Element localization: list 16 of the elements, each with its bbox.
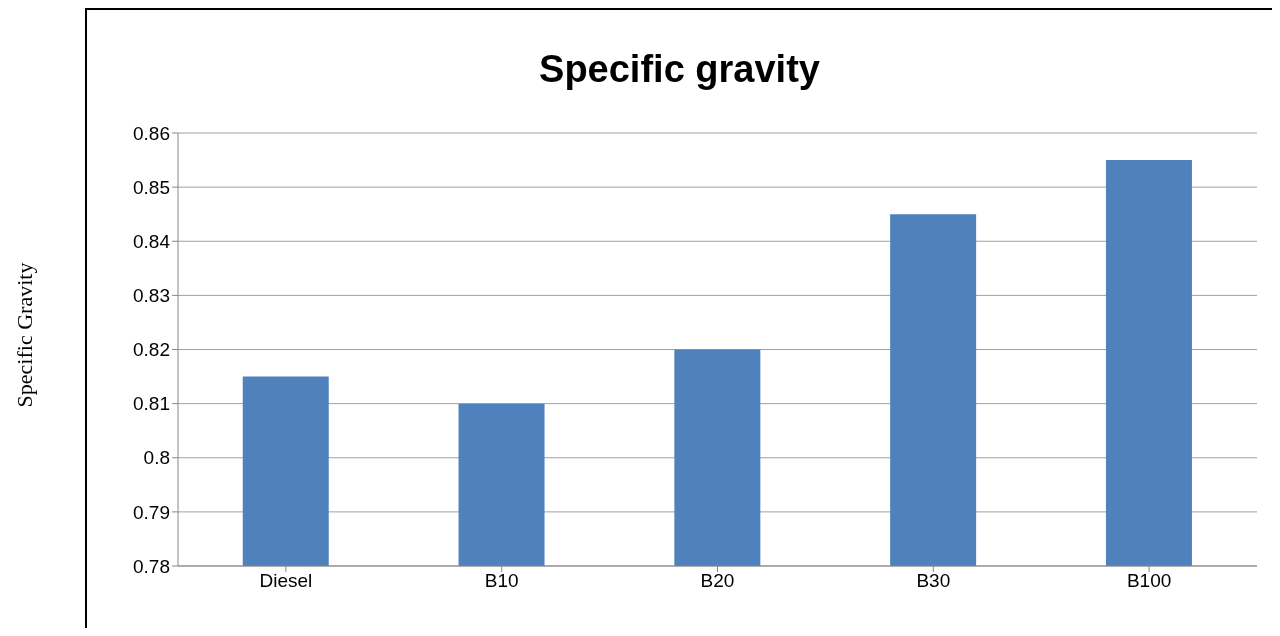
y-tick-label: 0.82 xyxy=(133,339,170,361)
y-tick-label: 0.83 xyxy=(133,285,170,307)
y-tick-label: 0.78 xyxy=(133,555,170,577)
y-tick-label: 0.86 xyxy=(133,122,170,144)
y-tick-label: 0.85 xyxy=(133,176,170,198)
y-tick-label: 0.81 xyxy=(133,393,170,415)
x-tick-label: Diesel xyxy=(259,570,313,592)
x-tick-label: B20 xyxy=(700,570,735,592)
y-tick-label: 0.8 xyxy=(143,447,170,469)
x-tick-label: B10 xyxy=(484,570,519,592)
y-tick-label: 0.79 xyxy=(133,501,170,523)
y-tick-label: 0.84 xyxy=(133,230,171,252)
chart-title: Specific gravity xyxy=(538,48,821,91)
x-tick-label: B30 xyxy=(916,570,951,592)
x-tick-label: B100 xyxy=(1126,570,1172,592)
y-axis-title: Specific Gravity xyxy=(12,262,38,408)
